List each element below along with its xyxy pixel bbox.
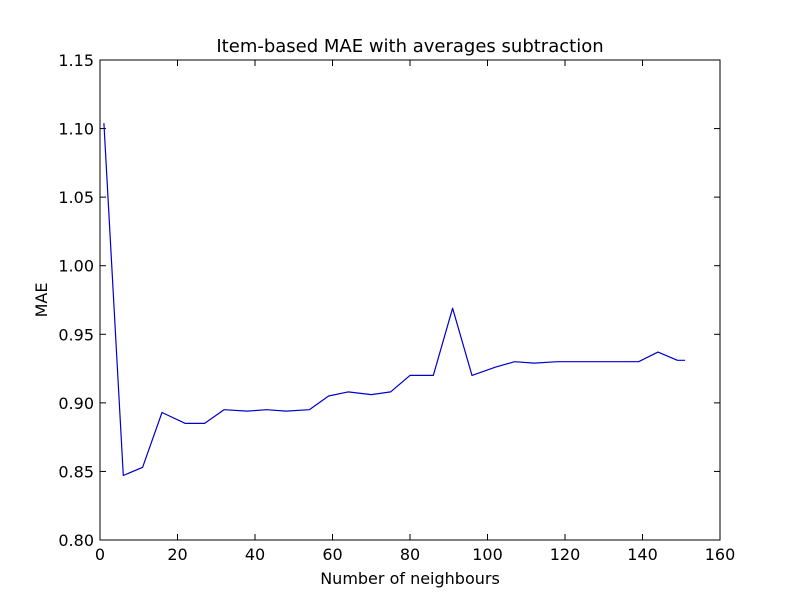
y-tick-label: 0.95 (58, 325, 94, 344)
x-tick-label: 60 (322, 545, 342, 564)
series-line (103, 123, 686, 477)
x-tick-label: 120 (550, 545, 581, 564)
x-tick-label: 40 (245, 545, 265, 564)
y-axis-label: MAE (32, 283, 51, 318)
x-tick-label: 80 (400, 545, 420, 564)
chart-title: Item-based MAE with averages subtraction (216, 36, 603, 57)
x-tick-label: 160 (705, 545, 736, 564)
y-tick-label: 1.10 (58, 120, 94, 139)
y-tick-label: 0.85 (58, 462, 94, 481)
series-layer (103, 123, 686, 477)
x-tick-label: 0 (95, 545, 105, 564)
x-tick-label: 20 (167, 545, 187, 564)
y-tick-label: 1.15 (58, 51, 94, 70)
plot-frame (99, 59, 721, 541)
axis-ticks: 0 20 40 60 80 100 120 140 160 0.80 0.85 0.90 0.95 1.0… (58, 51, 735, 564)
y-tick-label: 0.90 (58, 394, 94, 413)
y-tick-label: 1.00 (58, 257, 94, 276)
x-tick-label: 100 (472, 545, 503, 564)
x-axis-label: Number of neighbours (320, 569, 500, 588)
y-tick-label: 0.80 (58, 531, 94, 550)
y-tick-label: 1.05 (58, 188, 94, 207)
x-tick-label: 140 (627, 545, 658, 564)
